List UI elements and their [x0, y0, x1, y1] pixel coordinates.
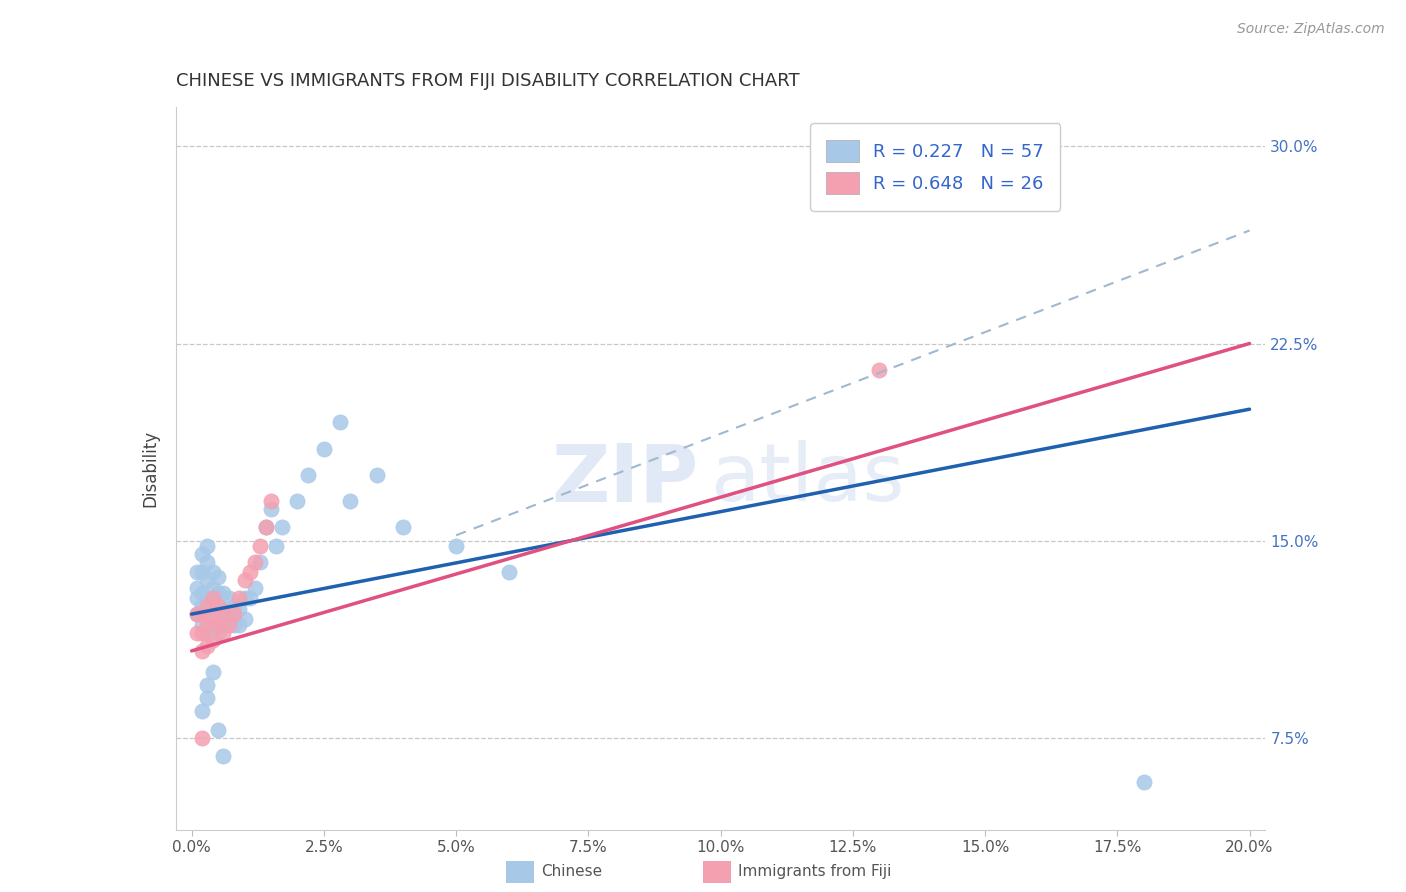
Point	[239, 565, 262, 579]
Point	[207, 617, 229, 632]
Point	[222, 607, 245, 621]
Point	[260, 494, 283, 508]
Point	[201, 581, 224, 595]
Point	[197, 599, 219, 614]
Point	[197, 607, 219, 621]
Point	[312, 442, 335, 456]
Point	[239, 591, 262, 606]
Point	[212, 617, 235, 632]
Point	[207, 599, 229, 614]
Point	[254, 520, 277, 534]
Point	[201, 599, 224, 614]
Point	[201, 565, 224, 579]
Point	[197, 555, 219, 569]
Point	[228, 617, 250, 632]
Point	[233, 591, 256, 606]
Point	[197, 617, 219, 632]
Point	[243, 581, 266, 595]
Point	[287, 494, 309, 508]
Point	[191, 607, 214, 621]
Point	[254, 520, 277, 534]
Point	[212, 749, 235, 764]
Point	[197, 573, 219, 587]
Point	[186, 625, 208, 640]
Point	[207, 625, 229, 640]
Point	[218, 617, 240, 632]
Point	[191, 599, 214, 614]
Point	[297, 467, 319, 482]
Point	[218, 591, 240, 606]
Y-axis label: Disability: Disability	[142, 430, 160, 507]
Point	[222, 599, 245, 614]
Point	[233, 573, 256, 587]
Point	[270, 520, 292, 534]
Point	[191, 547, 214, 561]
Point	[191, 625, 214, 640]
Point	[212, 602, 235, 616]
Text: Source: ZipAtlas.com: Source: ZipAtlas.com	[1237, 22, 1385, 37]
Point	[197, 678, 219, 692]
Point	[191, 565, 214, 579]
Point	[191, 617, 214, 632]
Text: Chinese: Chinese	[541, 864, 602, 879]
Point	[197, 591, 219, 606]
Point	[191, 644, 214, 658]
Point	[366, 467, 388, 482]
Point	[201, 633, 224, 648]
Point	[207, 607, 229, 621]
Point	[228, 602, 250, 616]
Point	[197, 539, 219, 553]
Point	[243, 555, 266, 569]
Point	[339, 494, 361, 508]
Point	[249, 539, 271, 553]
Point	[201, 665, 224, 679]
Point	[868, 363, 890, 377]
Point	[264, 539, 287, 553]
Point	[233, 612, 256, 626]
Point	[201, 591, 224, 606]
Point	[212, 607, 235, 621]
Point	[201, 617, 224, 632]
Point	[191, 704, 214, 718]
Text: CHINESE VS IMMIGRANTS FROM FIJI DISABILITY CORRELATION CHART: CHINESE VS IMMIGRANTS FROM FIJI DISABILI…	[176, 72, 800, 90]
Point	[186, 581, 208, 595]
Point	[444, 539, 467, 553]
Point	[191, 586, 214, 600]
Point	[249, 555, 271, 569]
Point	[191, 731, 214, 745]
Point	[207, 570, 229, 584]
Point	[186, 591, 208, 606]
Point	[186, 565, 208, 579]
Point	[218, 607, 240, 621]
Point	[197, 691, 219, 706]
Point	[260, 502, 283, 516]
Point	[186, 607, 208, 621]
Point	[207, 586, 229, 600]
Text: atlas: atlas	[710, 440, 904, 518]
Point	[207, 723, 229, 737]
Point	[392, 520, 415, 534]
Point	[201, 612, 224, 626]
Text: Immigrants from Fiji: Immigrants from Fiji	[738, 864, 891, 879]
Point	[228, 591, 250, 606]
Point	[186, 607, 208, 621]
Point	[1132, 775, 1154, 789]
Point	[197, 639, 219, 653]
Point	[212, 625, 235, 640]
Legend: R = 0.227   N = 57, R = 0.648   N = 26: R = 0.227 N = 57, R = 0.648 N = 26	[810, 123, 1060, 211]
Text: ZIP: ZIP	[551, 440, 699, 518]
Point	[222, 617, 245, 632]
Point	[212, 586, 235, 600]
Point	[498, 565, 520, 579]
Point	[329, 415, 352, 429]
Point	[197, 625, 219, 640]
